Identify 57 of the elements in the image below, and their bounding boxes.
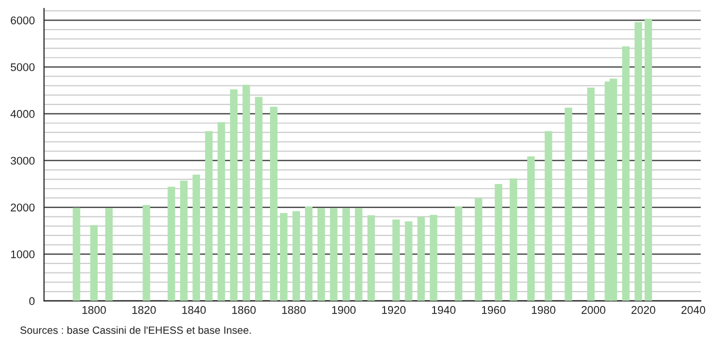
y-tick-label: 3000 <box>10 156 35 165</box>
bar <box>270 106 278 301</box>
bar <box>417 216 425 301</box>
bar <box>510 178 518 301</box>
bar <box>392 219 400 301</box>
x-tick-label: 1840 <box>182 306 206 314</box>
bar <box>622 46 630 301</box>
bar <box>192 174 200 301</box>
bar <box>644 18 652 301</box>
x-tick-label: 1960 <box>482 306 506 314</box>
bar <box>634 22 642 301</box>
y-tick-label: 1000 <box>11 250 35 258</box>
source-note: Sources : base Cassini de l'EHESS et base Insee. <box>20 326 251 334</box>
bar <box>168 186 176 301</box>
bar <box>230 89 238 301</box>
x-tick-label: 2000 <box>582 306 606 314</box>
bar <box>142 204 150 301</box>
bar <box>342 208 350 301</box>
x-tick-label: 1900 <box>332 306 356 314</box>
bar <box>105 208 113 301</box>
bar <box>527 156 535 301</box>
x-tick-label: 2020 <box>632 306 656 314</box>
bar <box>72 208 80 301</box>
bar <box>330 208 338 301</box>
bar <box>317 208 325 301</box>
bar <box>430 214 438 301</box>
x-tick-label: 1920 <box>382 306 406 314</box>
bar <box>494 184 502 301</box>
bar <box>205 131 213 301</box>
x-tick-label: 1820 <box>132 306 156 314</box>
bar <box>292 211 300 301</box>
bar <box>454 206 462 301</box>
bar <box>354 208 362 301</box>
bar <box>242 84 250 301</box>
bar <box>255 96 263 301</box>
x-tick-label: 1880 <box>282 306 306 314</box>
y-tick-label: 6000 <box>10 16 35 24</box>
bar <box>280 212 288 301</box>
bar <box>367 215 375 301</box>
x-tick-label: 1800 <box>82 306 106 314</box>
bar <box>544 131 552 301</box>
bar <box>304 206 312 301</box>
bar <box>180 180 188 301</box>
bar <box>564 108 572 301</box>
y-tick-label: 4000 <box>10 110 35 118</box>
x-tick-label: 1980 <box>532 306 556 314</box>
y-tick-label: 2000 <box>10 204 35 212</box>
x-tick-label: 2040 <box>681 306 706 314</box>
bar <box>218 122 226 301</box>
x-tick-label: 1860 <box>232 306 256 314</box>
y-tick-label: 0 <box>29 297 35 306</box>
x-tick-label: 1940 <box>432 306 456 314</box>
bar <box>587 88 595 301</box>
y-tick-label: 5000 <box>10 63 35 72</box>
bar <box>474 198 482 301</box>
bar <box>90 225 98 301</box>
bar <box>404 221 412 301</box>
